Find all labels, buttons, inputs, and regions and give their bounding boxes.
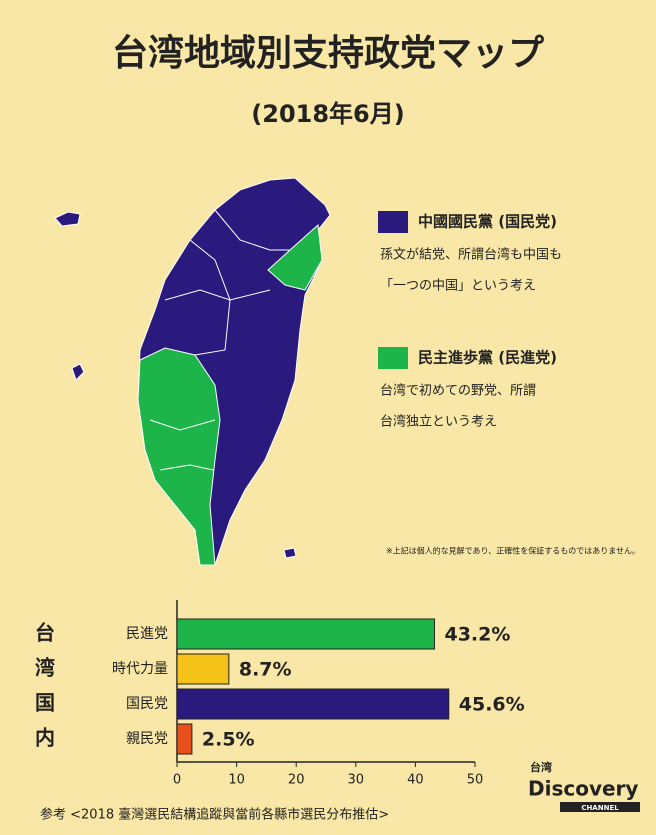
map-island: [54, 211, 81, 227]
legend-desc: 孫文が結党、所謂台湾も中国も: [380, 247, 562, 263]
bar: [176, 688, 450, 720]
side-label: 国: [35, 691, 55, 715]
legend-desc: 「一つの中国」という考え: [380, 279, 536, 294]
side-label: 台: [35, 621, 55, 645]
logo-sub: CHANNEL: [581, 804, 619, 812]
value-label: 2.5%: [202, 729, 255, 751]
legend-name: 民主進歩黨 (民進党): [418, 349, 557, 367]
map-border: [159, 464, 214, 471]
map-island: [71, 363, 85, 381]
map-border: [189, 239, 231, 356]
note: ※上記は個人的な見解であり、正確性を保証するものではありません。: [386, 546, 640, 556]
bar: [176, 653, 230, 685]
legend-desc: 台湾独立という考え: [380, 414, 497, 430]
x-tick-label: 10: [228, 773, 245, 788]
legend-swatch: [378, 347, 408, 369]
source: 参考 <2018 臺灣選民結構追蹤與當前各縣市選民分布推估>: [40, 807, 389, 823]
subtitle: (2018年6月): [251, 100, 404, 128]
map-dpp-south: [137, 347, 221, 566]
x-tick-label: 20: [288, 773, 305, 788]
value-label: 43.2%: [444, 624, 510, 646]
map-border: [149, 419, 216, 431]
bar: [176, 618, 435, 650]
map: [54, 177, 331, 566]
map-border: [214, 209, 290, 251]
legend-name: 中國國民黨 (国民党): [418, 213, 557, 231]
x-tick-label: 30: [348, 773, 365, 788]
legend: 中國國民黨 (国民党) 孫文が結党、所謂台湾も中国も「一つの中国」という考え民主進…: [378, 211, 562, 430]
category-label: 国民党: [126, 696, 168, 712]
value-label: 8.7%: [239, 659, 292, 681]
side-label: 湾: [35, 656, 55, 680]
x-tick-label: 40: [407, 773, 424, 788]
logo-bar: [560, 802, 640, 812]
x-tick-label: 50: [467, 773, 484, 788]
logo-top: 台湾: [530, 760, 552, 774]
logo-main: Discovery: [528, 777, 638, 801]
map-border: [164, 289, 271, 301]
value-label: 45.6%: [459, 694, 525, 716]
side-label: 内: [35, 726, 55, 750]
category-label: 時代力量: [112, 661, 168, 677]
x-tick-label: 0: [173, 773, 181, 788]
category-label: 親民党: [126, 731, 168, 747]
title: 台湾地域別支持政党マップ: [112, 32, 544, 74]
legend-swatch: [378, 211, 408, 233]
category-label: 民進党: [126, 626, 168, 642]
map-island: [283, 547, 297, 559]
bar: [176, 723, 193, 755]
logo: 台湾 Discovery CHANNEL: [528, 760, 640, 812]
legend-desc: 台湾で初めての野党、所謂: [380, 383, 536, 399]
